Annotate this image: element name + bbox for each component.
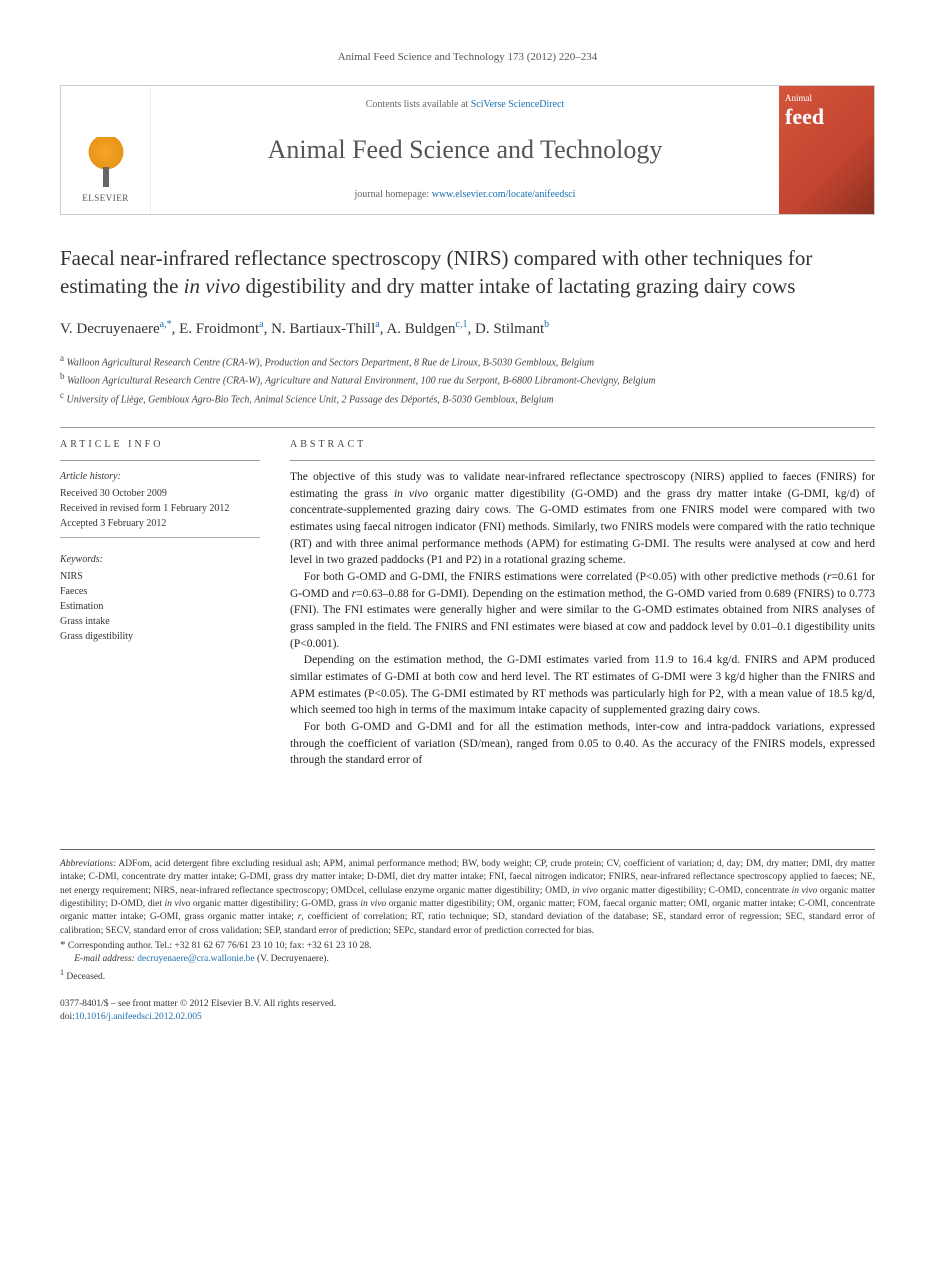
abstract-column: abstract The objective of this study was… (290, 438, 875, 769)
keyword-item: Grass intake (60, 614, 260, 629)
journal-title: Animal Feed Science and Technology (161, 132, 769, 168)
homepage-line: journal homepage: www.elsevier.com/locat… (161, 188, 769, 202)
article-history-block: Article history: Received 30 October 200… (60, 469, 260, 644)
accepted-date: Accepted 3 February 2012 (60, 516, 260, 531)
abstract-rule (290, 460, 875, 461)
page-container: Animal Feed Science and Technology 173 (… (0, 0, 935, 1065)
author-list: V. Decruyenaerea,*, E. Froidmonta, N. Ba… (60, 318, 875, 340)
doi-label: doi: (60, 1012, 75, 1022)
affiliation-line: c University of Liège, Gembloux Agro-Bio… (60, 389, 875, 407)
star-icon: * (60, 939, 66, 951)
abstract-body: The objective of this study was to valid… (290, 469, 875, 769)
publisher-block: ELSEVIER (61, 86, 151, 214)
homepage-prefix: journal homepage: (355, 189, 432, 200)
deceased-note: 1 Deceased. (60, 967, 875, 984)
email-label: E-mail address: (74, 954, 135, 964)
elsevier-tree-icon (81, 137, 131, 187)
masthead-center: Contents lists available at SciVerse Sci… (151, 86, 779, 214)
copyright-line: 0377-8401/$ – see front matter © 2012 El… (60, 998, 875, 1011)
publisher-name: ELSEVIER (82, 192, 129, 205)
received-date: Received 30 October 2009 (60, 486, 260, 501)
running-head: Animal Feed Science and Technology 173 (… (60, 50, 875, 65)
sciencedirect-link[interactable]: SciVerse ScienceDirect (471, 99, 565, 110)
history-label: Article history: (60, 469, 260, 484)
article-title: Faecal near-infrared reflectance spectro… (60, 245, 875, 300)
divider-rule (60, 427, 875, 428)
keyword-item: Grass digestibility (60, 629, 260, 644)
article-info-column: article info Article history: Received 3… (60, 438, 260, 769)
abstract-heading: abstract (290, 438, 875, 452)
abbreviations-paragraph: Abbreviations: ADFom, acid detergent fib… (60, 858, 875, 938)
doi-link[interactable]: 10.1016/j.anifeedsci.2012.02.005 (75, 1012, 202, 1022)
cover-text-animal: Animal (785, 94, 868, 104)
abbrev-body: ADFom, acid detergent fibre excluding re… (60, 859, 875, 935)
keywords-label: Keywords: (60, 552, 260, 567)
email-author-name: (V. Decruyenaere). (257, 954, 329, 964)
keyword-item: NIRS (60, 569, 260, 584)
abstract-paragraph: For both G-OMD and G-DMI and for all the… (290, 719, 875, 769)
history-divider (60, 537, 260, 538)
author-email-link[interactable]: decruyenaere@cra.wallonie.be (137, 954, 254, 964)
abbrev-label: Abbreviations: (60, 859, 116, 869)
deceased-text: Deceased. (66, 972, 105, 982)
info-rule (60, 460, 260, 461)
journal-masthead: ELSEVIER Contents lists available at Sci… (60, 85, 875, 215)
copyright-block: 0377-8401/$ – see front matter © 2012 El… (60, 998, 875, 1025)
keyword-item: Estimation (60, 599, 260, 614)
cover-text-feed: feed (785, 106, 868, 128)
keyword-item: Faeces (60, 584, 260, 599)
corresponding-text: Corresponding author. Tel.: +32 81 62 67… (68, 941, 372, 951)
email-line: E-mail address: decruyenaere@cra.walloni… (60, 953, 875, 966)
revised-date: Received in revised form 1 February 2012 (60, 501, 260, 516)
contents-prefix: Contents lists available at (366, 99, 471, 110)
keywords-list: NIRSFaecesEstimationGrass intakeGrass di… (60, 569, 260, 644)
abstract-paragraph: Depending on the estimation method, the … (290, 652, 875, 719)
homepage-link[interactable]: www.elsevier.com/locate/anifeedsci (432, 189, 576, 200)
info-abstract-columns: article info Article history: Received 3… (60, 438, 875, 769)
journal-cover-thumbnail: Animal feed (779, 86, 874, 214)
corresponding-author-line: * Corresponding author. Tel.: +32 81 62 … (60, 938, 875, 953)
affiliation-line: b Walloon Agricultural Research Centre (… (60, 370, 875, 388)
affiliation-line: a Walloon Agricultural Research Centre (… (60, 352, 875, 370)
abstract-paragraph: For both G-OMD and G-DMI, the FNIRS esti… (290, 569, 875, 652)
contents-available-line: Contents lists available at SciVerse Sci… (161, 98, 769, 112)
article-info-heading: article info (60, 438, 260, 452)
footnote-sup-1: 1 (60, 968, 64, 977)
doi-line: doi:10.1016/j.anifeedsci.2012.02.005 (60, 1011, 875, 1024)
abstract-paragraph: The objective of this study was to valid… (290, 469, 875, 569)
affiliations-block: a Walloon Agricultural Research Centre (… (60, 352, 875, 407)
footnotes-block: Abbreviations: ADFom, acid detergent fib… (60, 849, 875, 984)
